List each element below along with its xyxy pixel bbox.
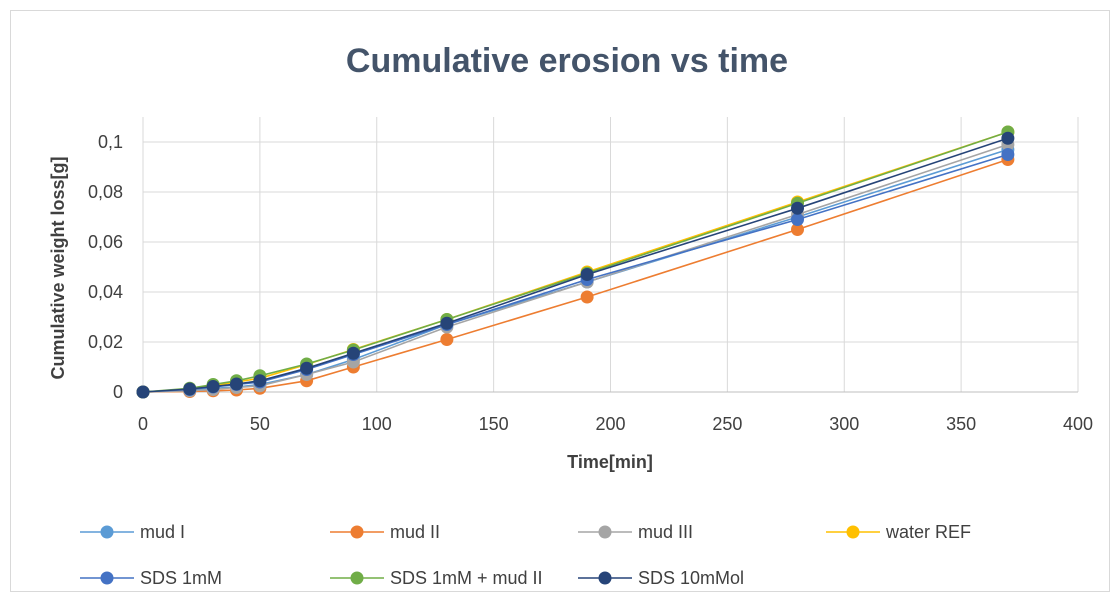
legend-label: mud I [140, 522, 185, 542]
x-tick-label: 0 [138, 414, 148, 434]
data-point [346, 346, 360, 360]
legend-item: water REF [826, 522, 971, 542]
data-point [440, 333, 454, 346]
series-mud-iii [136, 138, 1015, 399]
series-group [136, 125, 1015, 399]
series-line [142, 131, 1009, 393]
data-point [1001, 131, 1015, 145]
x-axis-label: Time[min] [567, 452, 653, 472]
y-axis-label: Cumulative weight loss[g] [48, 156, 68, 379]
legend-marker [350, 571, 364, 585]
x-tick-label: 400 [1063, 414, 1093, 434]
legend-label: SDS 1mM [140, 568, 222, 588]
series-sds-1mm-mud-ii [136, 125, 1015, 399]
legend-marker [598, 525, 612, 539]
y-tick-label: 0,02 [88, 332, 123, 352]
legend-item: mud II [330, 522, 440, 542]
legend-marker [846, 525, 860, 539]
x-tick-label: 150 [479, 414, 509, 434]
data-point [440, 316, 454, 330]
y-axis-ticks: 0 0,02 0,04 0,06 0,08 0,1 [88, 132, 123, 402]
data-point [580, 290, 594, 304]
legend-item: SDS 1mM [80, 568, 222, 588]
series-water-ref [136, 125, 1015, 399]
data-point [136, 385, 150, 399]
x-axis-ticks: 0 50 100 150 200 250 300 350 400 [138, 414, 1093, 434]
x-tick-label: 50 [250, 414, 270, 434]
series-line [142, 153, 1009, 393]
x-tick-label: 250 [712, 414, 742, 434]
series-mud-i [136, 143, 1015, 399]
chart-title: Cumulative erosion vs time [346, 42, 788, 80]
legend-marker [598, 571, 612, 585]
data-point [300, 361, 314, 375]
data-point [206, 380, 220, 393]
legend-item: SDS 1mM + mud II [330, 568, 543, 588]
data-point [183, 382, 197, 396]
x-tick-label: 350 [946, 414, 976, 434]
data-point [580, 268, 594, 281]
data-point [791, 201, 804, 215]
y-tick-label: 0,08 [88, 182, 123, 202]
y-tick-label: 0 [113, 382, 123, 402]
legend-label: SDS 10mMol [638, 568, 744, 588]
y-tick-label: 0,1 [98, 132, 123, 152]
data-point [230, 377, 243, 391]
x-tick-label: 300 [829, 414, 859, 434]
chart-frame [10, 10, 1110, 592]
legend-marker [100, 571, 114, 585]
legend-label: SDS 1mM + mud II [390, 568, 543, 588]
data-point [253, 374, 267, 388]
series-sds-10mmol [136, 131, 1015, 399]
grid-lines [142, 117, 1079, 393]
legend-label: mud III [638, 522, 693, 542]
y-tick-label: 0,04 [88, 282, 123, 302]
x-tick-label: 100 [362, 414, 392, 434]
data-point [791, 223, 804, 236]
data-point [791, 213, 804, 226]
legend-item: SDS 10mMol [578, 568, 744, 588]
legend-marker [100, 525, 114, 539]
x-tick-label: 200 [595, 414, 625, 434]
y-tick-label: 0,06 [88, 232, 123, 252]
series-line [142, 148, 1009, 393]
data-point [1001, 148, 1015, 161]
legend-item: mud III [578, 522, 693, 542]
legend-item: mud I [80, 522, 185, 542]
legend-label: water REF [885, 522, 971, 542]
series-line [142, 131, 1009, 393]
legend: mud I mud II mud III water REF SDS 1mM SDS 1m… [80, 522, 971, 588]
legend-label: mud II [390, 522, 440, 542]
legend-marker [350, 525, 364, 539]
